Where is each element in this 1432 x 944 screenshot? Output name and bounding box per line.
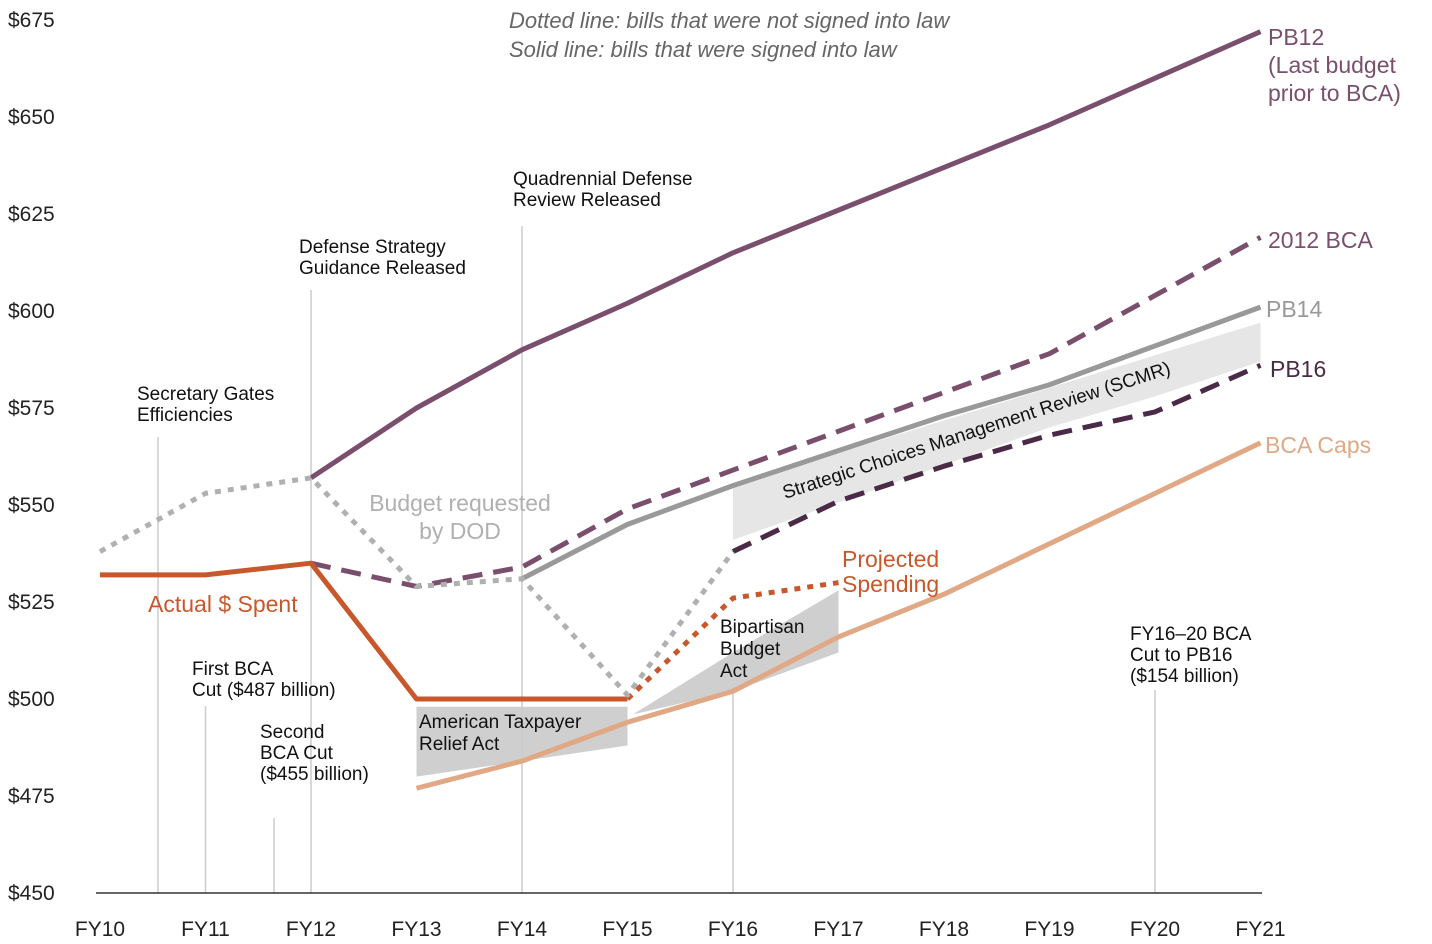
y-tick-label: $500	[8, 688, 55, 711]
legend-note-1: Dotted line: bills that were not signed …	[509, 8, 951, 33]
x-tick-label: FY15	[602, 918, 652, 941]
y-tick-label: $550	[8, 494, 55, 517]
event-label-quadrennial-defense-review-released: Quadrennial Defense Review Released	[513, 169, 693, 211]
x-tick-label: FY19	[1024, 918, 1074, 941]
series-label-actual-spent: Actual $ Spent	[148, 591, 298, 617]
legend-note-2: Solid line: bills that were signed into …	[509, 37, 899, 62]
series-line-pb14	[520, 304, 1262, 581]
event-label-fy16-20-bca-cut-to-pb16-154-billion: FY16–20 BCA Cut to PB16 ($154 billion)	[1130, 624, 1252, 687]
y-tick-label: $650	[8, 106, 55, 129]
series-line-pb12-last-budget-prior-to-bca	[309, 29, 1262, 480]
series-line-bca-caps	[415, 440, 1262, 791]
y-tick-label: $600	[8, 300, 55, 323]
series-label-2012-bca: 2012 BCA	[1268, 227, 1374, 253]
series-label-pb12-last-budget-prior-to-bca: PB12 (Last budget prior to BCA)	[1268, 24, 1401, 106]
axes-layer: $450 $475 $500 $525 $550 $575 $600 $625 $650 $675…	[8, 9, 1286, 941]
series-layer	[98, 29, 1262, 791]
x-tick-label: FY18	[919, 918, 969, 941]
event-lines-layer	[157, 226, 1156, 893]
band-label-american-taxpayer-relief-act: American Taxpayer Relief Act	[419, 712, 582, 755]
series-label-pb16: PB16	[1270, 356, 1326, 382]
y-tick-label: $450	[8, 882, 55, 905]
y-tick-label: $625	[8, 203, 55, 226]
legend: Dotted line: bills that were not signed …	[509, 8, 951, 62]
series-label-pb14: PB14	[1266, 296, 1322, 322]
series-line-projected-spending	[625, 580, 839, 701]
event-label-second-bca-cut-455-billion: Second BCA Cut ($455 billion)	[260, 722, 369, 785]
x-tick-label: FY10	[75, 918, 125, 941]
x-tick-label: FY13	[391, 918, 441, 941]
series-line-2012-bca	[310, 235, 1262, 589]
series-label-bca-caps: BCA Caps	[1265, 432, 1371, 458]
x-tick-label: FY16	[708, 918, 758, 941]
band-bipartisan-budget-act	[632, 590, 839, 715]
series-line-pb16	[731, 363, 1262, 554]
event-label-first-bca-cut-487-billion: First BCA Cut ($487 billion)	[192, 659, 336, 701]
event-label-defense-strategy-guidance-released: Defense Strategy Guidance Released	[299, 237, 466, 279]
y-tick-label: $575	[8, 397, 55, 420]
x-tick-label: FY21	[1235, 918, 1285, 941]
band-strategic-choices-management-review-scmr	[733, 322, 1261, 540]
x-tick-label: FY17	[813, 918, 863, 941]
y-tick-label: $675	[8, 9, 55, 32]
x-tick-label: FY12	[286, 918, 336, 941]
series-line-budget-requested-by-dod	[98, 475, 736, 698]
x-tick-label: FY14	[497, 918, 548, 941]
series-label-projected-spending: Projected Spending	[842, 546, 939, 597]
x-tick-label: FY11	[181, 918, 230, 941]
y-tick-label: $525	[8, 591, 55, 614]
event-label-secretary-gates-efficiencies: Secretary Gates Efficiencies	[137, 384, 274, 426]
series-line-actual-spent	[100, 560, 628, 702]
y-tick-label: $475	[8, 785, 55, 808]
band-label-bipartisan-budget-act: Bipartisan Budget Act	[720, 617, 805, 682]
x-tick-label: FY20	[1130, 918, 1180, 941]
series-label-budget-requested-by-dod: Budget requested by DOD	[369, 490, 551, 544]
